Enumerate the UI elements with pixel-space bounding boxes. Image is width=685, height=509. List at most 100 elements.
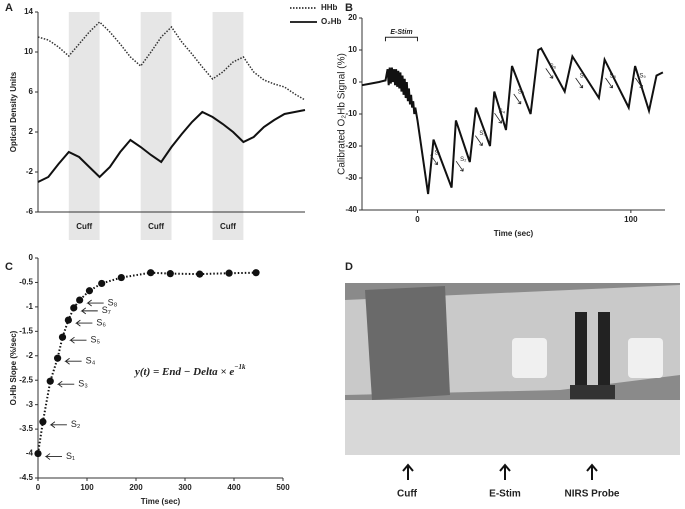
y-tick-label: 14 — [24, 7, 33, 16]
annotation-arrow — [605, 77, 613, 89]
x-tick-label: 500 — [276, 483, 290, 492]
point — [58, 333, 67, 341]
equation-text: y(t) = End − Delta × e — [133, 366, 234, 378]
point — [54, 354, 62, 362]
y-tick-label: -2.5 — [19, 375, 33, 384]
x-tick-label: 100 — [80, 483, 94, 492]
series-line — [37, 20, 306, 101]
shaded-region — [212, 12, 244, 240]
point — [98, 279, 106, 288]
series-line — [361, 47, 664, 195]
x-tick-label: 0 — [415, 215, 420, 224]
point — [46, 377, 54, 385]
annotation-arrow — [430, 154, 438, 166]
region-label: Cuff — [220, 222, 236, 231]
annotation: S₅ — [518, 90, 525, 96]
electrode — [512, 338, 547, 378]
bracket — [384, 36, 418, 42]
point — [117, 273, 125, 282]
x-axis-label: Time (sec) — [494, 229, 534, 238]
annotation: S₇ — [580, 74, 586, 80]
point — [34, 449, 42, 458]
point — [147, 269, 155, 277]
y-tick-label: 10 — [24, 47, 33, 56]
annotation: S₈ — [610, 74, 617, 80]
annotation-arrow — [80, 307, 98, 315]
y-axis-label: Calibrated O₂Hb Signal (%) — [337, 53, 348, 175]
photo-label: Cuff — [397, 489, 418, 500]
series-line — [37, 109, 306, 183]
annotation: S₅ — [91, 335, 101, 345]
annotation-arrow — [475, 135, 483, 146]
legend-label: HHb — [321, 3, 338, 12]
annotation: S₃ — [479, 131, 486, 137]
y-tick-label: 0 — [29, 253, 34, 262]
annotation: S₁ — [66, 451, 75, 461]
y-tick-label: -10 — [345, 109, 357, 118]
annotation-arrow — [64, 357, 82, 365]
annotation-arrow — [455, 160, 464, 172]
electrode — [628, 338, 663, 378]
annotation: S₄ — [499, 109, 506, 115]
legend-label: O₂Hb — [321, 17, 342, 26]
panel-label: D — [345, 261, 353, 273]
annotation-arrow — [69, 336, 87, 344]
panel-label: A — [5, 2, 13, 14]
annotation-arrow — [635, 77, 643, 89]
y-tick-label: -4.5 — [19, 473, 33, 482]
y-tick-label: 6 — [29, 87, 34, 96]
y-tick-label: 2 — [29, 127, 34, 136]
equation: y(t) = End − Delta × e−1k — [133, 363, 246, 378]
y-axis-label: Optical Density Units — [9, 71, 18, 152]
annotation-arrow — [56, 380, 75, 388]
annotation: S₆ — [96, 317, 106, 327]
y-tick-label: -20 — [345, 141, 357, 150]
y-tick-label: -2 — [26, 351, 34, 360]
y-tick-label: 0 — [353, 77, 358, 86]
point — [70, 304, 78, 312]
annotation-arrow — [86, 299, 104, 307]
point — [252, 269, 260, 277]
annotation: S₉ — [639, 74, 646, 80]
point — [225, 269, 233, 277]
x-tick-label: 300 — [178, 483, 192, 492]
point — [196, 270, 204, 278]
sheet — [345, 400, 680, 455]
y-tick-label: -1 — [26, 302, 34, 311]
y-tick-label: -40 — [345, 205, 357, 214]
strap — [575, 312, 587, 397]
y-axis-label: O₂Hb Slope (%/sec) — [9, 330, 18, 405]
photo-label: E-Stim — [489, 489, 521, 500]
annotation: S₈ — [108, 297, 118, 307]
annotation-arrow — [75, 319, 93, 327]
annotation: S₃ — [78, 379, 88, 389]
panel-label: B — [345, 2, 353, 14]
y-tick-label: -0.5 — [19, 278, 33, 287]
annotation: S₂ — [460, 157, 467, 163]
annotation: S₄ — [86, 356, 96, 366]
strap — [598, 312, 610, 397]
y-tick-label: -6 — [26, 207, 34, 216]
panel-label: C — [5, 261, 13, 273]
annotation-arrow — [494, 112, 502, 124]
annotation-arrow — [513, 93, 522, 105]
point — [64, 316, 72, 324]
point — [76, 296, 84, 304]
y-tick-label: -30 — [345, 173, 357, 182]
cuff — [365, 286, 450, 400]
photo-label: NIRS Probe — [564, 489, 619, 500]
shaded-region — [68, 12, 100, 240]
annotation: S₂ — [71, 419, 81, 429]
probe — [570, 385, 615, 399]
arrows — [402, 463, 598, 480]
point — [166, 270, 174, 278]
point — [85, 287, 94, 295]
y-tick-label: -3 — [26, 400, 34, 409]
x-tick-label: 400 — [227, 483, 241, 492]
x-axis-label: Time (sec) — [141, 497, 181, 506]
x-tick-label: 0 — [36, 483, 41, 492]
y-tick-label: -3.5 — [19, 424, 33, 433]
photo-panel: D Cuff E-Stim NIRS Probe — [345, 261, 680, 500]
annotation: S₆ — [550, 64, 557, 70]
y-tick-label: -2 — [26, 167, 34, 176]
